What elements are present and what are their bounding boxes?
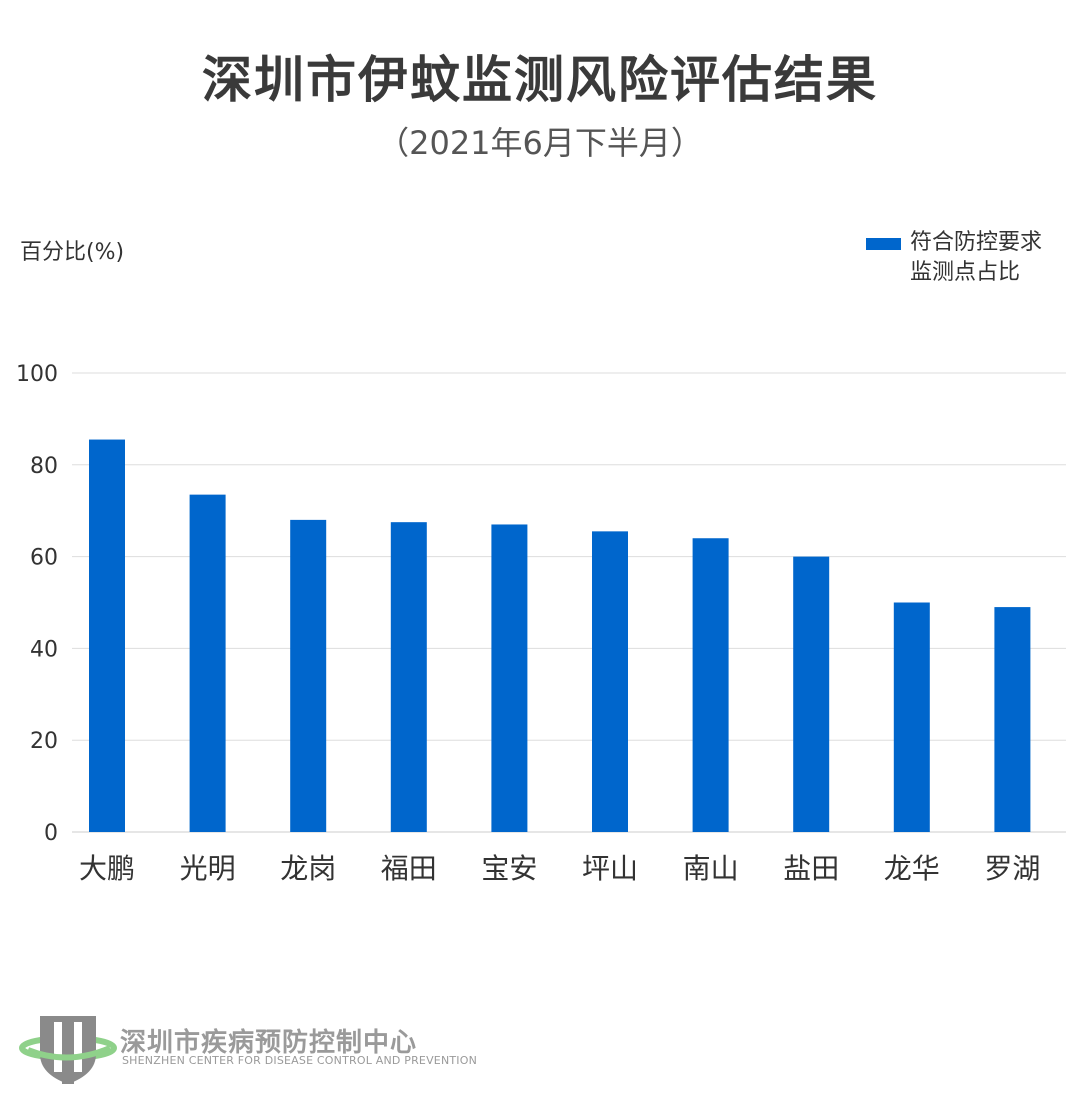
legend-label-line1: 符合防控要求: [910, 230, 1043, 255]
x-tick-label: 龙岗: [280, 852, 336, 885]
x-tick-label: 宝安: [481, 852, 537, 885]
y-tick-label: 0: [44, 821, 58, 846]
y-axis-label: 百分比(%): [20, 240, 125, 265]
legend-label: 符合防控要求 监测点占比: [910, 228, 1080, 288]
x-tick-label: 盐田: [783, 852, 839, 885]
footer-logo-block: 深圳市疾病预防控制中心 SHENZHEN CENTER FOR DISEASE …: [18, 1008, 478, 1088]
bar: [893, 602, 930, 832]
y-tick-label: 60: [30, 546, 58, 571]
legend-label-line2: 监测点占比: [910, 260, 1021, 285]
y-tick-label: 100: [16, 362, 58, 387]
x-tick-label: 南山: [683, 852, 739, 885]
footer-org-name-cn: 深圳市疾病预防控制中心: [120, 1028, 418, 1058]
footer-org-name-en: SHENZHEN CENTER FOR DISEASE CONTROL AND …: [122, 1054, 478, 1067]
bar: [390, 522, 427, 832]
y-tick-label: 80: [30, 454, 58, 479]
bar: [89, 439, 125, 832]
x-tick-label: 光明: [180, 852, 236, 885]
x-tick-label: 龙华: [884, 852, 940, 885]
legend-swatch: [866, 238, 901, 250]
bar: [793, 556, 830, 832]
bar: [189, 494, 226, 832]
x-tick-label: 坪山: [582, 852, 638, 885]
bar: [692, 538, 729, 832]
bar-chart: 0 20 40 60 80 100 大鹏 光明 龙岗 福田 宝安 坪山 南山 盐田 龙华 罗湖: [16, 362, 1066, 885]
bar: [491, 524, 528, 832]
x-tick-label: 福田: [381, 852, 437, 885]
bar: [994, 607, 1031, 832]
shenzhen-cdc-shield-logo-icon: [19, 1016, 117, 1084]
chart-subtitle: （2021年6月下半月）: [377, 124, 703, 162]
bar: [592, 531, 628, 832]
chart-title: 深圳市伊蚊监测风险评估结果: [202, 51, 878, 109]
y-tick-label: 20: [30, 729, 58, 754]
x-tick-label: 大鹏: [79, 852, 135, 885]
x-tick-label: 罗湖: [984, 852, 1040, 885]
bar: [290, 519, 327, 832]
y-tick-label: 40: [30, 637, 58, 662]
